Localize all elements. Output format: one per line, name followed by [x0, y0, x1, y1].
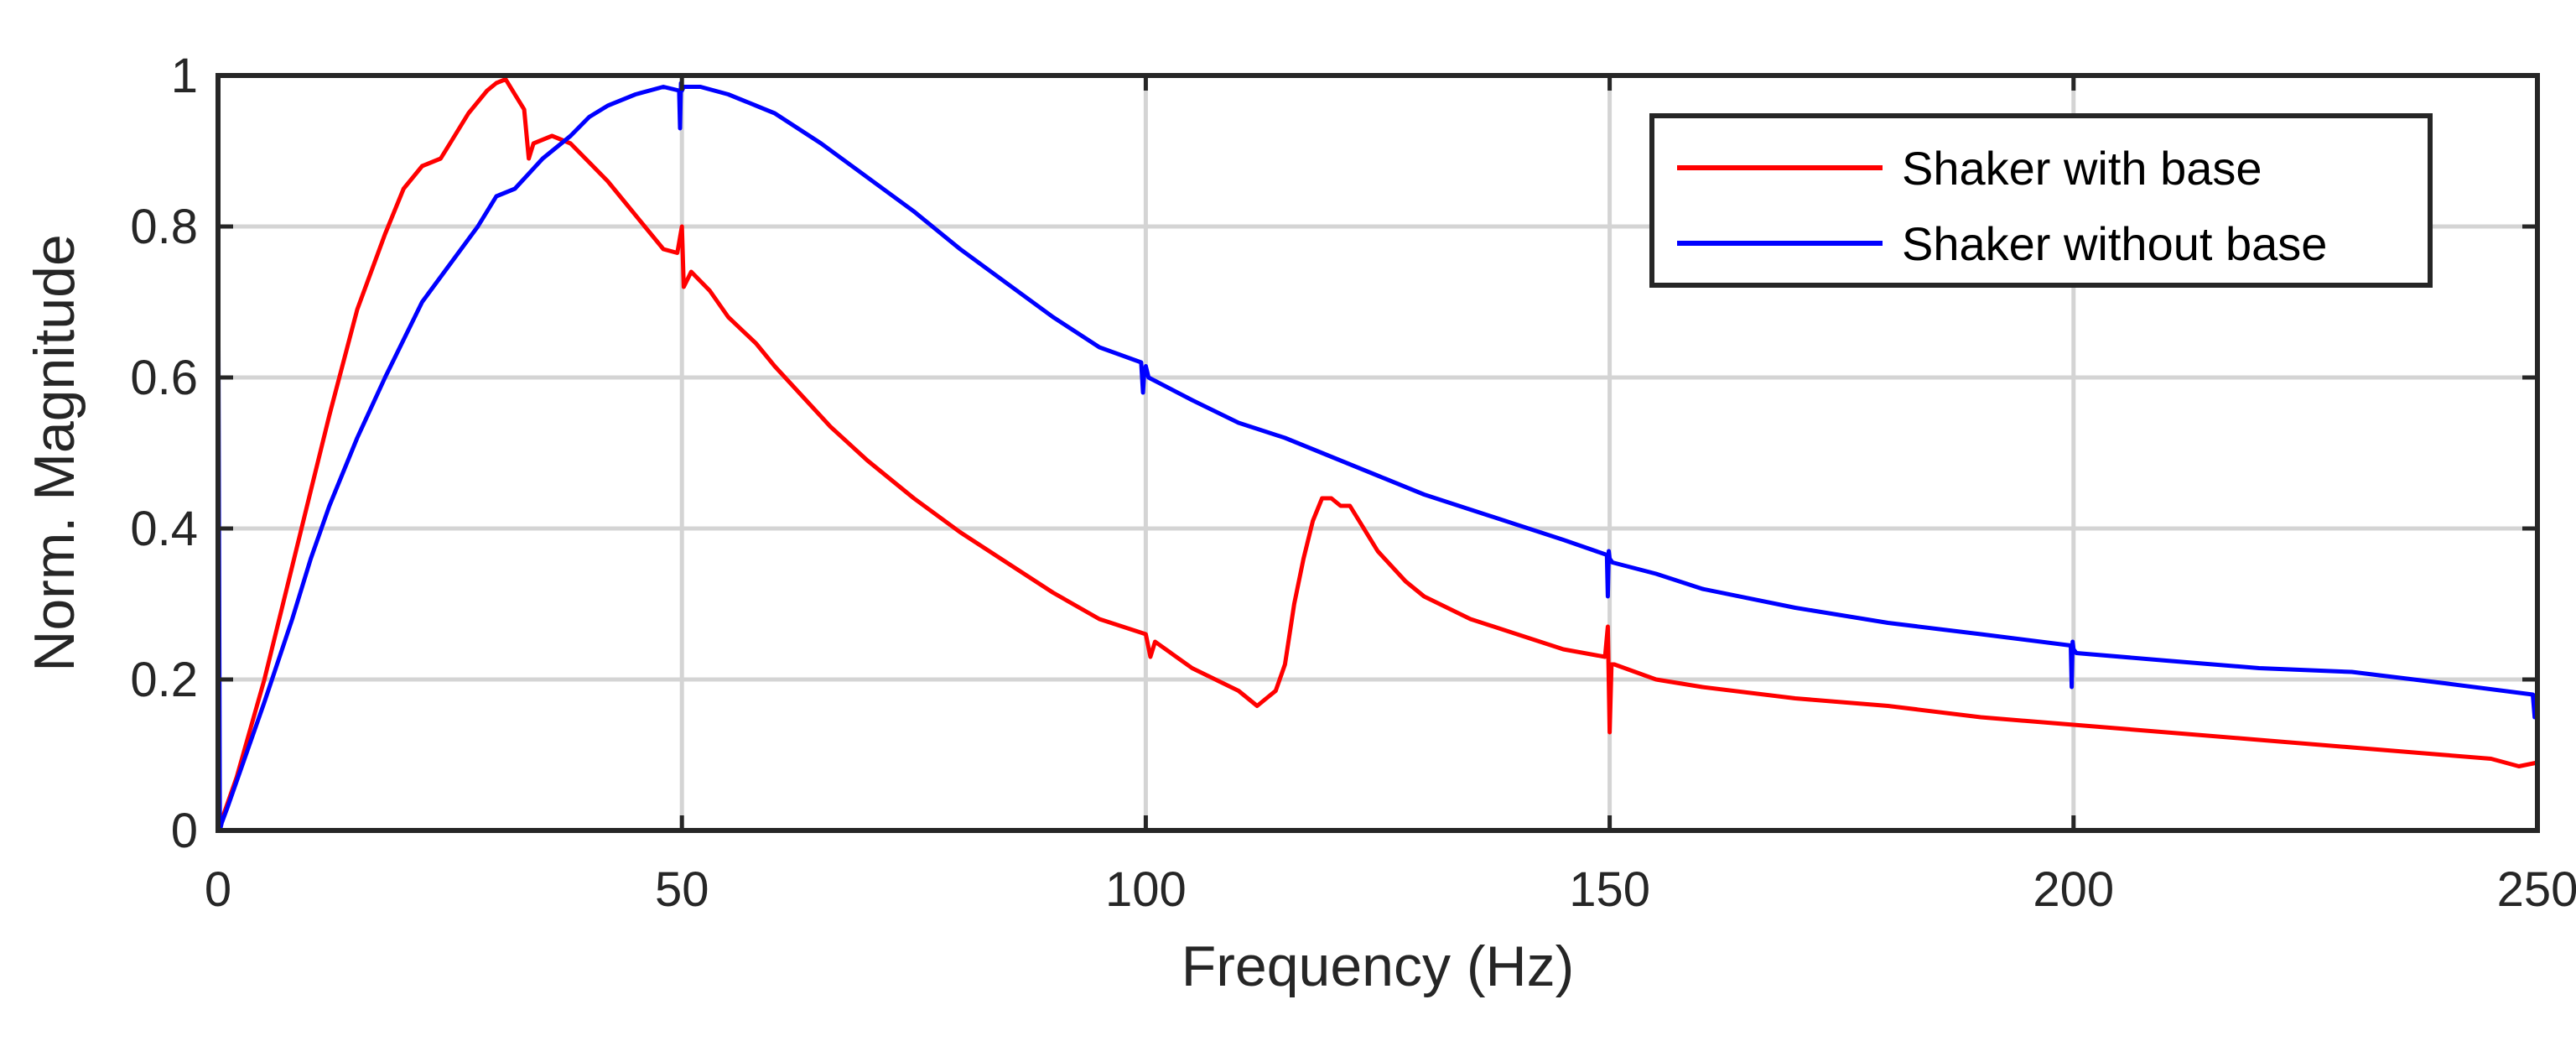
x-tick-label: 100 — [1105, 862, 1187, 917]
legend-box — [1649, 113, 2433, 288]
y-tick-label: 0.8 — [130, 200, 198, 254]
grid-lines — [218, 75, 2537, 830]
y-tick-label: 0.6 — [130, 351, 198, 405]
y-tick-label: 1 — [171, 49, 198, 103]
y-tick-label: 0.2 — [130, 653, 198, 707]
series-layer — [216, 77, 2540, 833]
x-axis-ticks: 0 50 100 150 200 250 — [205, 75, 2576, 917]
y-axis-title: Norm. Magnitude — [23, 234, 86, 672]
series-line-shaker-with-base — [216, 77, 2538, 831]
y-tick-label: 0 — [171, 804, 198, 858]
x-tick-label: 0 — [205, 862, 231, 917]
x-tick-label: 250 — [2497, 862, 2576, 917]
axes-box — [216, 73, 2540, 833]
x-tick-label: 150 — [1569, 862, 1650, 917]
y-axis-ticks: 0 0.2 0.4 0.6 0.8 1 — [130, 49, 2537, 858]
x-axis-title: Frequency (Hz) — [1182, 934, 1575, 998]
x-tick-label: 200 — [2033, 862, 2114, 917]
series-line-shaker-without-base — [216, 81, 2540, 833]
x-tick-label: 50 — [655, 862, 709, 917]
legend-label-shaker-without-base: Shaker without base — [1902, 217, 2327, 270]
legend: Shaker with base Shaker without base — [1649, 113, 2433, 288]
y-tick-label: 0.4 — [130, 502, 198, 556]
plot-area-frame — [216, 73, 2540, 833]
legend-label-shaker-with-base: Shaker with base — [1902, 142, 2262, 195]
